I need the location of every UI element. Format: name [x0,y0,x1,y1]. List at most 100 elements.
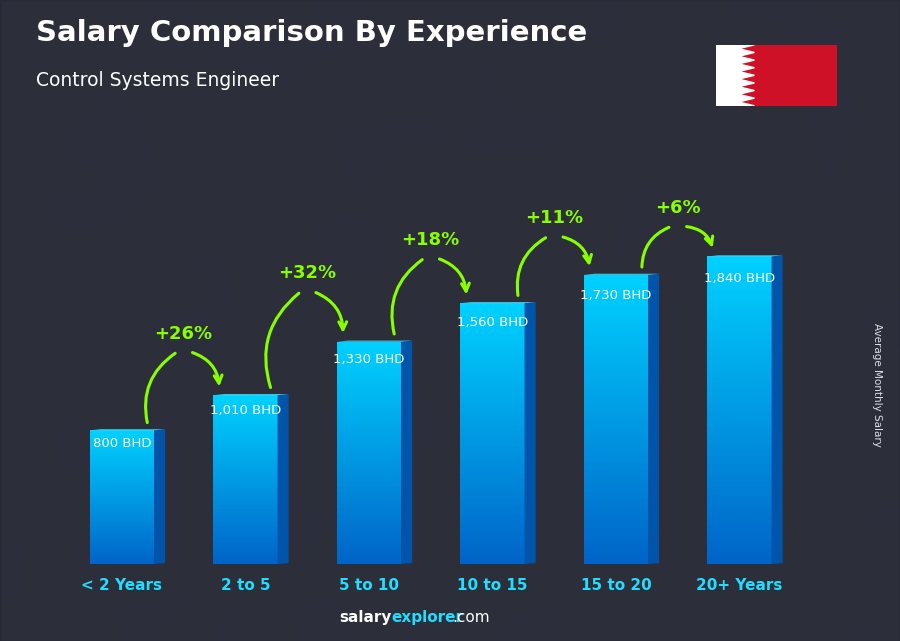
Bar [213,541,277,543]
Bar [707,379,771,383]
Bar [460,456,525,460]
Bar [584,546,648,549]
Bar [707,303,771,306]
Bar [90,447,154,449]
Bar [707,529,771,533]
Bar [90,497,154,499]
Bar [337,417,401,419]
Bar [707,372,771,376]
Bar [707,464,771,468]
Bar [707,272,771,276]
Bar [460,313,525,316]
Bar [90,553,154,554]
Bar [90,509,154,511]
Bar [460,528,525,531]
Bar [337,397,401,400]
Bar [213,471,277,473]
Bar [337,353,401,356]
Bar [337,414,401,417]
Bar [90,454,154,455]
Bar [584,362,648,365]
Bar [707,437,771,441]
Text: +18%: +18% [401,231,460,249]
Bar [337,375,401,378]
Polygon shape [648,274,659,564]
Bar [90,463,154,465]
Bar [584,297,648,300]
Bar [584,344,648,347]
Bar [584,560,648,564]
Bar [213,476,277,478]
Bar [337,517,401,520]
Bar [90,444,154,445]
Bar [337,419,401,422]
Bar [584,430,648,434]
Bar [337,431,401,433]
Bar [90,452,154,454]
Bar [707,476,771,479]
Bar [707,349,771,353]
Bar [213,446,277,448]
Bar [707,449,771,453]
Bar [584,318,648,322]
Bar [213,522,277,524]
Bar [584,427,648,430]
Bar [337,406,401,408]
Bar [337,372,401,375]
Bar [460,495,525,499]
Bar [460,466,525,469]
Bar [460,339,525,342]
Bar [337,389,401,392]
Bar [460,558,525,561]
Bar [213,419,277,420]
Bar [707,410,771,414]
Bar [584,315,648,318]
Bar [584,495,648,499]
Bar [584,401,648,405]
Bar [460,453,525,456]
Bar [90,432,154,434]
Bar [90,451,154,452]
Bar [90,551,154,553]
Bar [584,539,648,542]
Bar [213,412,277,414]
Bar [584,326,648,329]
Bar [337,447,401,450]
Text: 1,840 BHD: 1,840 BHD [704,272,775,285]
Polygon shape [154,429,166,564]
Bar [460,561,525,564]
Bar [213,458,277,461]
Bar [584,467,648,470]
Bar [337,562,401,564]
Bar [213,425,277,427]
Bar [460,548,525,551]
Bar [584,405,648,408]
Bar [337,483,401,487]
Bar [213,399,277,401]
Bar [337,487,401,489]
Bar [707,395,771,399]
Bar [584,358,648,362]
Bar [707,260,771,264]
Bar [460,411,525,414]
Bar [337,350,401,353]
Bar [90,489,154,490]
Bar [460,329,525,333]
Bar [213,547,277,549]
Bar [337,481,401,483]
Bar [707,453,771,456]
Bar [213,479,277,482]
Bar [584,452,648,456]
Bar [707,368,771,372]
Bar [707,283,771,287]
Bar [707,514,771,518]
Bar [90,482,154,484]
Bar [337,558,401,562]
Bar [90,459,154,460]
Bar [460,463,525,466]
Bar [707,429,771,433]
Bar [584,488,648,492]
Bar [213,465,277,467]
Bar [337,456,401,458]
Bar [337,542,401,545]
